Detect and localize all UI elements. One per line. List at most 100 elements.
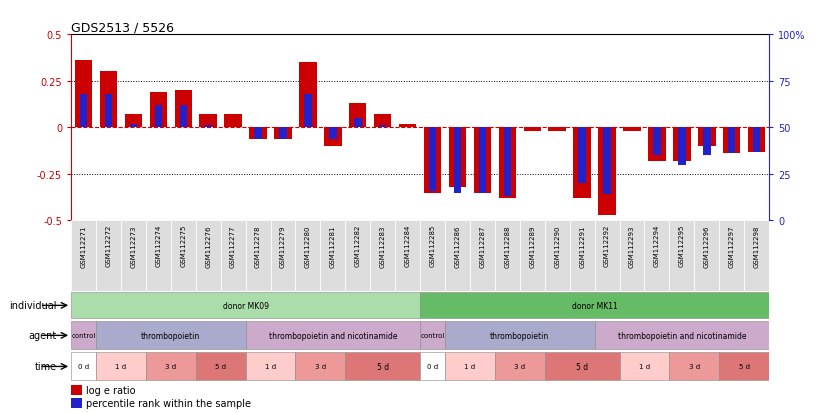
Text: 1 d: 1 d (464, 363, 476, 370)
Bar (180, 106, 187, 128)
Bar (254, 128, 262, 139)
Text: GSM112281: GSM112281 (330, 224, 336, 267)
Text: GSM112289: GSM112289 (529, 224, 535, 267)
Bar (429, 128, 436, 191)
Text: GSM112273: GSM112273 (130, 224, 136, 267)
Bar (619, 221, 645, 291)
Text: 1 d: 1 d (265, 363, 276, 370)
Bar (723, 128, 741, 154)
Bar (71, 292, 420, 319)
Bar (271, 221, 295, 291)
Text: GSM112275: GSM112275 (181, 224, 186, 267)
Bar (370, 221, 395, 291)
Bar (145, 353, 196, 380)
Bar (196, 353, 246, 380)
Bar (329, 128, 337, 139)
Bar (71, 398, 82, 408)
Bar (279, 128, 287, 139)
Text: GSM112271: GSM112271 (80, 224, 86, 267)
Text: GSM112276: GSM112276 (205, 224, 212, 267)
Text: control: control (71, 332, 95, 339)
Bar (495, 353, 545, 380)
Text: time: time (35, 361, 57, 372)
Text: thrombopoietin and nicotinamide: thrombopoietin and nicotinamide (618, 331, 746, 340)
Bar (221, 221, 246, 291)
Text: 5 d: 5 d (739, 363, 750, 370)
Text: thrombopoietin and nicotinamide: thrombopoietin and nicotinamide (268, 331, 397, 340)
Bar (479, 128, 487, 193)
Bar (569, 221, 594, 291)
Text: log e ratio: log e ratio (86, 385, 136, 395)
Bar (200, 115, 217, 128)
Bar (374, 115, 391, 128)
Bar (495, 221, 520, 291)
Bar (354, 119, 361, 128)
Bar (345, 353, 420, 380)
Bar (74, 61, 92, 128)
Bar (619, 353, 670, 380)
Text: 0 d: 0 d (78, 363, 89, 370)
Bar (445, 221, 470, 291)
Bar (548, 128, 566, 132)
Text: 3 d: 3 d (689, 363, 700, 370)
Bar (96, 353, 145, 380)
Text: GSM112280: GSM112280 (305, 224, 311, 267)
Bar (145, 221, 171, 291)
Text: GSM112293: GSM112293 (629, 224, 635, 267)
Bar (395, 221, 420, 291)
Text: 3 d: 3 d (315, 363, 326, 370)
Text: GSM112294: GSM112294 (654, 224, 660, 267)
Bar (304, 95, 312, 128)
Bar (196, 221, 221, 291)
Text: GSM112298: GSM112298 (754, 224, 760, 267)
Bar (470, 221, 495, 291)
Bar (96, 221, 121, 291)
Bar (71, 353, 96, 380)
Bar (155, 106, 162, 128)
Bar (719, 221, 744, 291)
Bar (71, 385, 82, 395)
Text: GSM112295: GSM112295 (679, 224, 685, 267)
Bar (474, 128, 491, 193)
Text: 5 d: 5 d (576, 362, 589, 371)
Text: thrombopoietin: thrombopoietin (490, 331, 549, 340)
Bar (295, 353, 345, 380)
Text: percentile rank within the sample: percentile rank within the sample (86, 398, 252, 408)
Bar (424, 128, 441, 193)
Bar (520, 221, 545, 291)
Bar (320, 221, 345, 291)
Bar (130, 124, 137, 128)
Bar (246, 221, 271, 291)
Text: GSM112284: GSM112284 (405, 224, 410, 267)
Bar (545, 221, 569, 291)
Bar (420, 353, 445, 380)
Bar (695, 221, 719, 291)
Text: GSM112286: GSM112286 (455, 224, 461, 267)
Bar (205, 126, 212, 128)
Text: donor MK09: donor MK09 (222, 301, 268, 310)
Bar (445, 322, 594, 349)
Text: agent: agent (29, 330, 57, 341)
Bar (420, 221, 445, 291)
Bar (545, 353, 619, 380)
Text: individual: individual (9, 301, 57, 311)
Text: GSM112290: GSM112290 (554, 224, 560, 267)
Text: 3 d: 3 d (166, 363, 176, 370)
Text: GSM112297: GSM112297 (729, 224, 735, 267)
Bar (498, 128, 516, 199)
Bar (71, 221, 96, 291)
Bar (645, 221, 670, 291)
Bar (104, 95, 112, 128)
Text: GSM112288: GSM112288 (504, 224, 510, 267)
Text: GSM112296: GSM112296 (704, 224, 710, 267)
Bar (748, 128, 766, 152)
Bar (698, 128, 716, 147)
Bar (624, 128, 640, 132)
Bar (249, 128, 267, 139)
Bar (703, 128, 711, 156)
Bar (420, 322, 445, 349)
Bar (599, 128, 616, 216)
Bar (753, 128, 761, 152)
Text: GSM112272: GSM112272 (105, 224, 111, 267)
Text: GSM112283: GSM112283 (380, 224, 385, 267)
